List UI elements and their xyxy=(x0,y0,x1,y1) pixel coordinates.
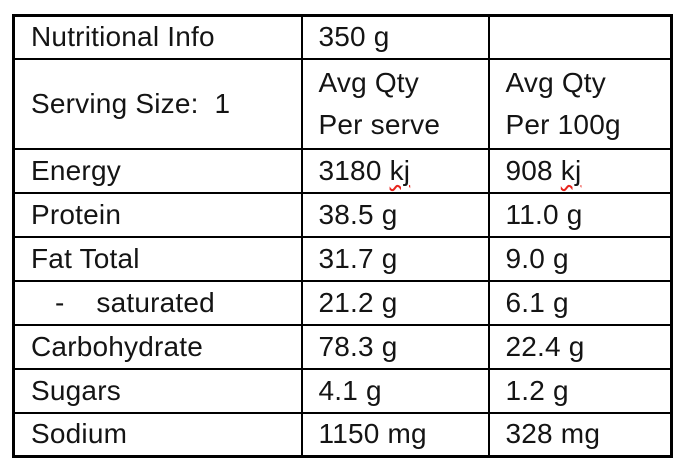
table-row: Sodium 1150 mg 328 mg xyxy=(12,411,673,458)
cell-text: Sugars xyxy=(31,374,121,406)
table-cell: Protein xyxy=(12,191,303,238)
table-cell: 6.1 g xyxy=(487,279,673,326)
nutrition-table-body: Nutritional Info 350 g Serving Size: 1 Avg … xyxy=(12,14,673,458)
table-cell: 1150 mg xyxy=(300,411,490,458)
cell-text: Sodium xyxy=(31,418,128,450)
cell-text: 11.0 g xyxy=(505,198,583,230)
cell-text: 4.1 g xyxy=(318,374,382,406)
table-row: Protein 38.5 g 11.0 g xyxy=(12,191,673,238)
table-cell: Sugars xyxy=(12,367,303,414)
table-cell: Nutritional Info xyxy=(12,14,303,60)
cell-text: Carbohydrate xyxy=(31,330,204,362)
cell-text: 22.4 g xyxy=(505,330,585,362)
table-cell: 3180 kj xyxy=(300,147,490,194)
cell-line: Per 100g xyxy=(505,108,621,140)
table-cell: 11.0 g xyxy=(487,191,673,238)
cell-text: Serving Size: 1 xyxy=(31,87,231,119)
cell-text: - saturated xyxy=(31,286,215,318)
table-row: Energy 3180 kj 908 kj xyxy=(12,147,673,194)
table-cell: 4.1 g xyxy=(300,367,490,414)
table-cell: 78.3 g xyxy=(300,323,490,370)
table-cell: Energy xyxy=(12,147,303,194)
table-cell: 38.5 g xyxy=(300,191,490,238)
table-cell: Avg Qty Per 100g xyxy=(487,57,673,150)
table-cell xyxy=(487,14,673,60)
cell-text: Protein xyxy=(31,198,122,230)
cell-text: 350 g xyxy=(318,21,390,53)
nutrition-table: Nutritional Info 350 g Serving Size: 1 Avg … xyxy=(12,14,673,458)
cell-text: 6.1 g xyxy=(505,286,569,318)
table-cell: Sodium xyxy=(12,411,303,458)
cell-line: Avg Qty xyxy=(505,66,606,98)
cell-line: Per serve xyxy=(318,108,441,140)
table-row: Sugars 4.1 g 1.2 g xyxy=(12,367,673,414)
cell-text: 21.2 g xyxy=(318,286,398,318)
table-cell: - saturated xyxy=(12,279,303,326)
cell-text: Nutritional Info xyxy=(31,21,215,53)
misspelled-word-spellcheck-underline: kj xyxy=(560,154,582,186)
table-row: - saturated 21.2 g 6.1 g xyxy=(12,279,673,326)
table-cell: Serving Size: 1 xyxy=(12,57,303,150)
table-cell: 1.2 g xyxy=(487,367,673,414)
cell-text: 9.0 g xyxy=(505,242,569,274)
table-cell: 328 mg xyxy=(487,411,673,458)
table-cell: 350 g xyxy=(300,14,490,60)
table-cell: 908 kj xyxy=(487,147,673,194)
cell-text: 38.5 g xyxy=(318,198,398,230)
cell-text: 1150 mg xyxy=(318,418,427,450)
misspelled-word-spellcheck-underline: kj xyxy=(389,154,411,186)
table-cell: 21.2 g xyxy=(300,279,490,326)
cell-text: 78.3 g xyxy=(318,330,398,362)
table-row: Fat Total 31.7 g 9.0 g xyxy=(12,235,673,282)
table-cell: Carbohydrate xyxy=(12,323,303,370)
table-cell: 9.0 g xyxy=(487,235,673,282)
table-cell: 22.4 g xyxy=(487,323,673,370)
table-cell: Avg Qty Per serve xyxy=(300,57,490,150)
cell-text: 328 mg xyxy=(505,418,601,450)
table-row: Serving Size: 1 Avg Qty Per serve Avg Qty Pe… xyxy=(12,57,673,150)
cell-text: Energy xyxy=(31,154,121,186)
table-cell: 31.7 g xyxy=(300,235,490,282)
cell-line: Avg Qty xyxy=(318,66,419,98)
cell-text: 1.2 g xyxy=(505,374,569,406)
cell-text: 3180 xyxy=(318,154,390,186)
table-row: Carbohydrate 78.3 g 22.4 g xyxy=(12,323,673,370)
table-cell: Fat Total xyxy=(12,235,303,282)
table-row: Nutritional Info 350 g xyxy=(12,14,673,60)
cell-text: 908 xyxy=(505,154,561,186)
cell-text: Fat Total xyxy=(31,242,140,274)
cell-text: 31.7 g xyxy=(318,242,398,274)
